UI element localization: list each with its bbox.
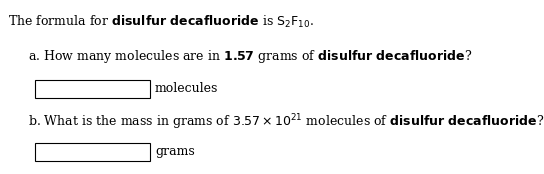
Text: The formula for $\mathbf{disulfur\ decafluoride}$ is $\mathrm{S_2F_{10}}$.: The formula for $\mathbf{disulfur\ decaf… — [8, 14, 314, 30]
FancyBboxPatch shape — [35, 80, 150, 98]
Text: molecules: molecules — [155, 82, 218, 96]
Text: b. What is the mass in grams of $3.57 \times 10^{21}$ molecules of $\mathbf{disu: b. What is the mass in grams of $3.57 \t… — [28, 112, 544, 132]
FancyBboxPatch shape — [35, 143, 150, 161]
Text: a. How many molecules are in $\mathbf{1.57}$ grams of $\mathbf{disulfur\ decaflu: a. How many molecules are in $\mathbf{1.… — [28, 48, 472, 65]
Text: grams: grams — [155, 145, 195, 159]
